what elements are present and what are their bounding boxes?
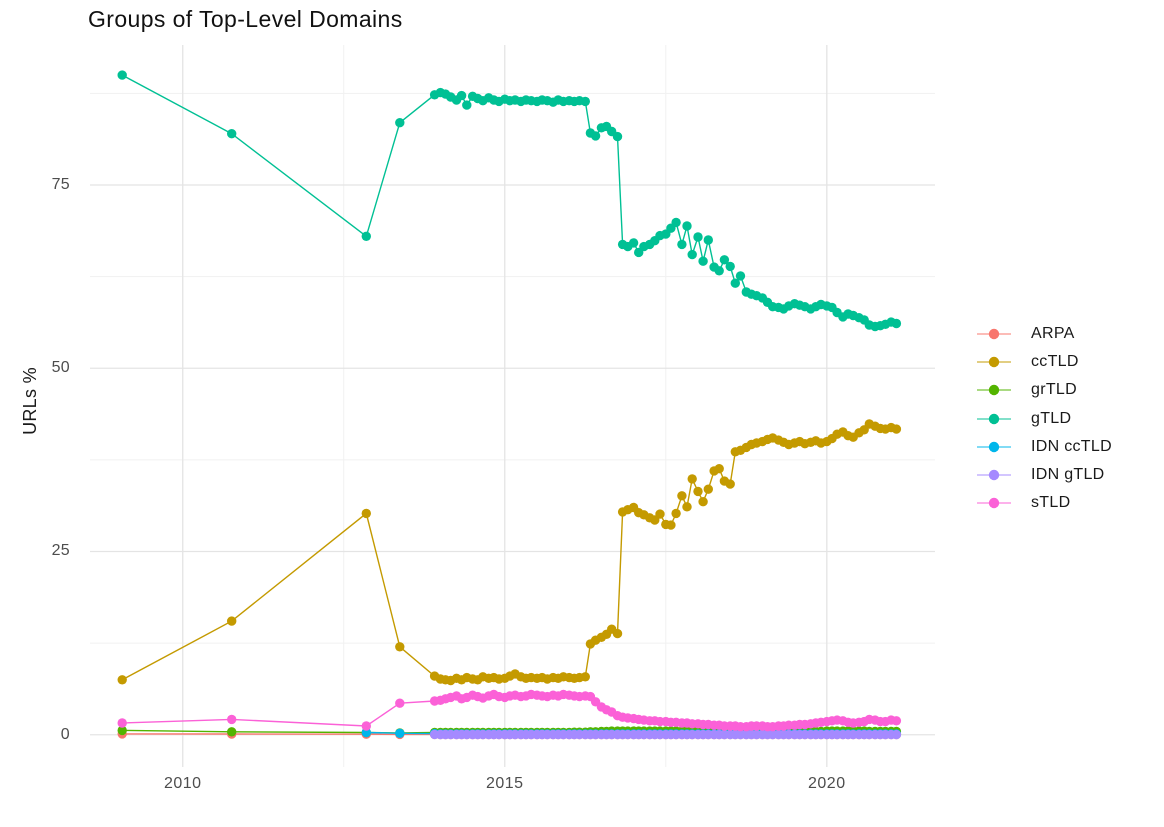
data-point-cctld [687, 474, 697, 484]
data-point-gtld [719, 255, 730, 265]
legend-key-icon [977, 469, 1011, 481]
data-point-gtld [395, 118, 405, 128]
legend-item-label: ARPA [1031, 325, 1075, 343]
legend-key-icon [977, 413, 1011, 424]
data-point-gtld [693, 232, 703, 242]
series-line-gtld [121, 74, 897, 328]
data-point-stld [891, 716, 902, 726]
data-point-cctld [227, 616, 237, 626]
data-point-gtld [227, 129, 237, 139]
y-tick-label: 75 [51, 176, 70, 193]
data-point-cctld [580, 672, 590, 682]
data-point-gtld [891, 318, 902, 329]
data-point-gtld [117, 70, 127, 80]
data-point-cctld [693, 486, 703, 497]
data-point-cctld [655, 509, 665, 519]
legend-key-icon [977, 357, 1011, 368]
legend-item-label: IDN gTLD [1031, 466, 1105, 484]
legend-item-idn-cctld: IDN ccTLD [977, 433, 1112, 461]
data-point-gtld [703, 235, 713, 245]
data-point-cctld [703, 484, 713, 494]
data-point-gtld [714, 266, 724, 276]
series-stld [117, 689, 902, 732]
data-point-cctld [361, 508, 371, 519]
legend-item-label: ccTLD [1031, 353, 1079, 371]
data-point-idn-gtld [891, 729, 902, 740]
data-point-idn-cctld [395, 728, 405, 738]
data-point-stld [227, 714, 237, 725]
series-line-cctld [121, 423, 897, 682]
series-cctld [117, 419, 902, 686]
x-tick-label: 2020 [808, 775, 846, 792]
data-point-cctld [725, 479, 735, 489]
x-tick-label: 2015 [485, 775, 524, 792]
data-point-gtld [687, 249, 697, 260]
data-point-cctld [698, 497, 708, 507]
data-point-gtld [456, 90, 467, 101]
data-point-gtld [462, 100, 472, 110]
data-point-grtld [117, 725, 127, 736]
data-point-gtld [677, 239, 687, 250]
y-tick-label: 0 [60, 725, 70, 743]
data-point-gtld [628, 238, 639, 248]
data-point-idn-cctld [361, 727, 371, 738]
data-point-gtld [735, 271, 746, 281]
y-tick-label: 25 [51, 542, 70, 560]
data-point-cctld [677, 491, 687, 501]
data-point-gtld [590, 131, 601, 141]
data-point-gtld [612, 131, 623, 142]
legend-item-gtld: gTLD [977, 405, 1112, 433]
data-point-gtld [682, 221, 692, 231]
legend-item-stld: sTLD [977, 489, 1112, 517]
legend-item-label: grTLD [1031, 381, 1077, 399]
data-point-cctld [714, 464, 724, 474]
data-point-gtld [361, 231, 371, 241]
data-point-gtld [725, 261, 735, 272]
chart-title: Groups of Top-Level Domains [88, 6, 403, 32]
legend-key-icon [977, 498, 1011, 509]
data-point-cctld [117, 675, 127, 685]
data-point-cctld [891, 424, 902, 434]
legend-item-idn-gtld: IDN gTLD [977, 461, 1112, 489]
legend-key-icon [977, 385, 1011, 396]
data-point-gtld [580, 96, 590, 107]
legend-key-icon [977, 441, 1011, 453]
data-point-gtld [730, 278, 740, 288]
data-point-cctld [612, 628, 623, 639]
data-point-stld [395, 698, 405, 708]
legend-item-arpa: ARPA [977, 320, 1112, 348]
legend-item-cctld: ccTLD [977, 348, 1112, 376]
data-point-gtld [698, 256, 708, 266]
series-gtld [117, 70, 902, 332]
data-point-stld [361, 721, 371, 731]
legend: ARPA ccTLD grTLD gTLD IDN ccTLD IDN gTLD sTLD [977, 320, 1112, 517]
legend-item-grtld: grTLD [977, 376, 1112, 404]
legend-item-label: IDN ccTLD [1031, 437, 1112, 455]
data-point-stld [117, 718, 127, 728]
data-point-grtld [227, 727, 237, 737]
data-point-gtld [671, 217, 681, 228]
legend-item-label: sTLD [1031, 494, 1071, 512]
series-idn-gtld [429, 729, 902, 740]
data-point-cctld [671, 508, 681, 519]
data-point-cctld [666, 520, 676, 530]
data-point-cctld [682, 502, 692, 512]
y-tick-label: 50 [51, 359, 70, 377]
data-point-cctld [395, 642, 405, 652]
x-tick-label: 2010 [163, 775, 202, 792]
legend-key-icon [977, 328, 1011, 340]
legend-item-label: gTLD [1031, 409, 1072, 427]
